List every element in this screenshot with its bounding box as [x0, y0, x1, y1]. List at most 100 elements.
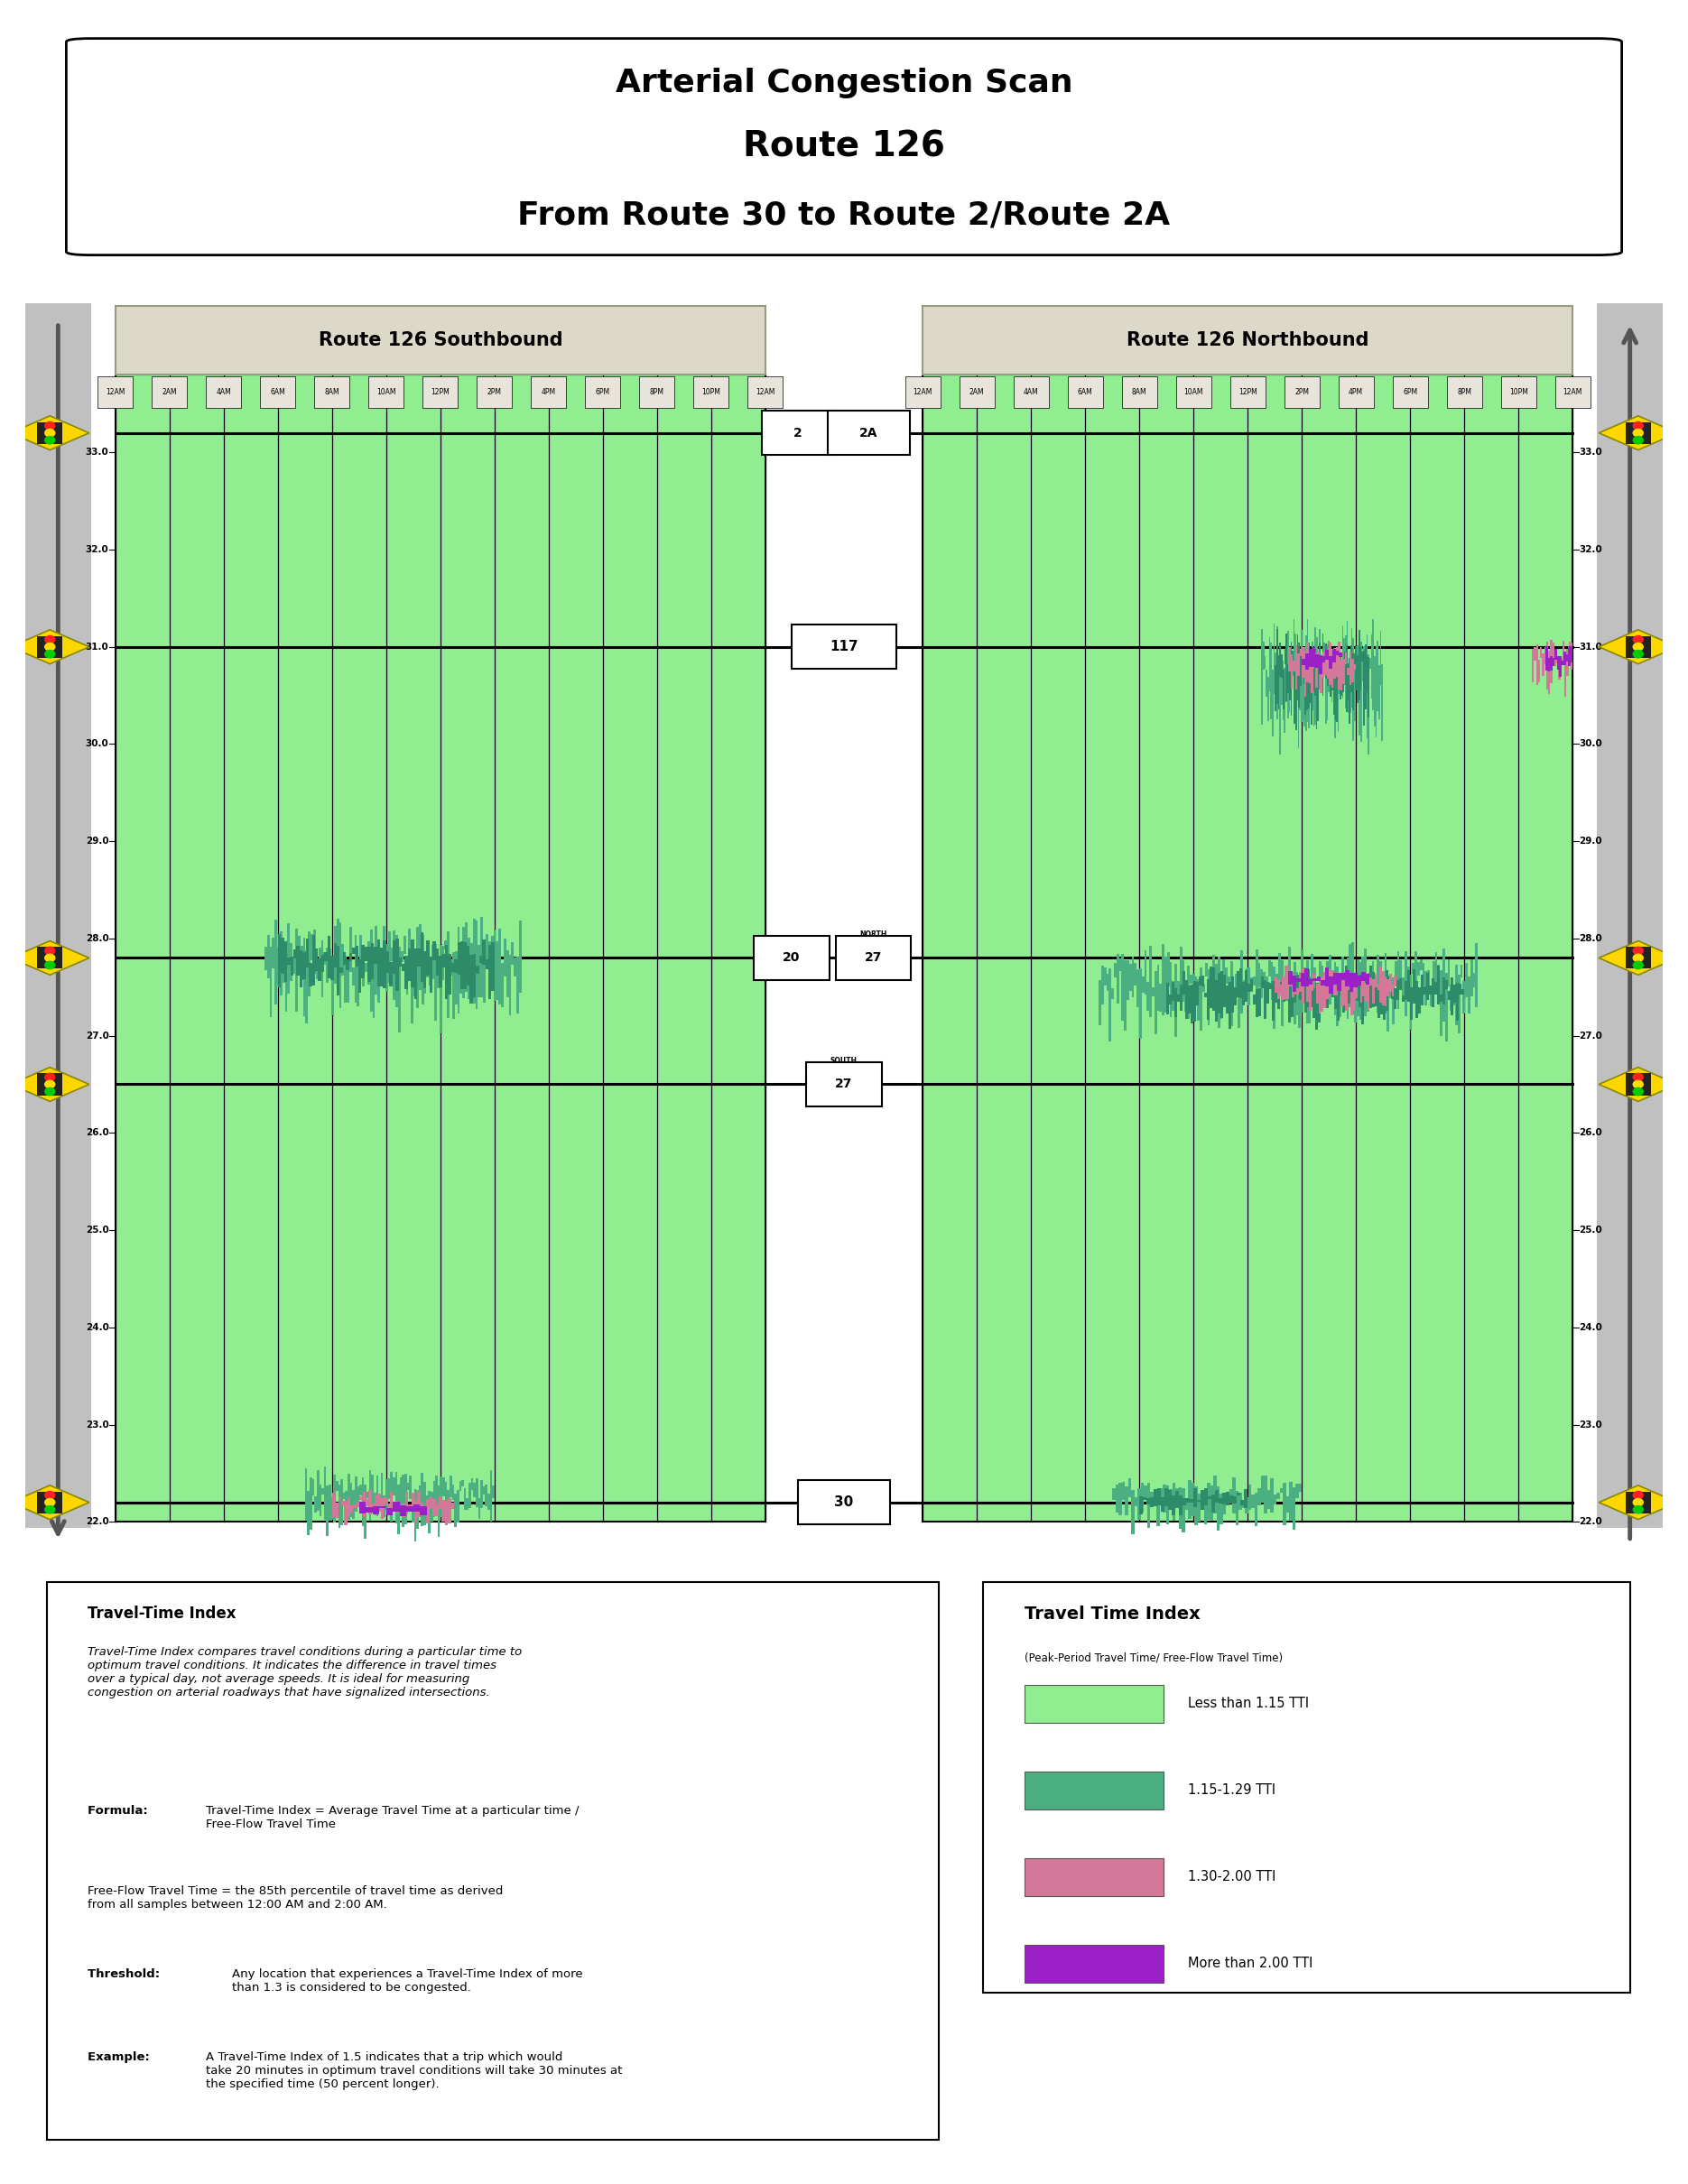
Bar	[408, 1476, 412, 1500]
Bar	[1170, 961, 1171, 1018]
Bar	[368, 1489, 371, 1516]
Bar	[206, 376, 241, 408]
Bar	[346, 1492, 348, 1518]
Bar	[1337, 978, 1340, 1020]
Bar	[1379, 961, 1382, 996]
Bar	[1553, 657, 1555, 666]
Bar	[1539, 646, 1543, 657]
Bar	[1239, 1492, 1242, 1509]
Bar	[486, 935, 488, 968]
Bar	[334, 943, 336, 968]
Bar	[370, 930, 373, 1011]
Bar	[1280, 1487, 1283, 1494]
Bar	[1266, 983, 1269, 1005]
Bar	[378, 1494, 381, 1511]
Bar	[1426, 974, 1430, 1000]
Bar	[1355, 978, 1357, 998]
Bar	[1177, 981, 1180, 1000]
Bar	[390, 1492, 393, 1514]
Bar	[329, 948, 331, 968]
Bar	[292, 959, 295, 974]
Bar	[459, 1481, 461, 1492]
Bar	[1195, 1487, 1197, 1524]
Bar	[1119, 1483, 1121, 1516]
Bar	[1177, 994, 1180, 1002]
Bar	[354, 946, 358, 968]
Text: 1.15-1.29 TTI: 1.15-1.29 TTI	[1188, 1784, 1276, 1797]
Bar	[1347, 976, 1350, 989]
Bar	[1247, 968, 1251, 1005]
Bar	[1225, 1494, 1229, 1503]
Bar	[1124, 1485, 1128, 1516]
Text: 22.0: 22.0	[86, 1518, 108, 1527]
Bar	[380, 948, 383, 987]
Bar	[1188, 1481, 1192, 1518]
Text: 2AM: 2AM	[969, 389, 984, 395]
Bar	[1286, 965, 1290, 998]
Bar	[1330, 970, 1334, 985]
Text: 28.0: 28.0	[1580, 935, 1602, 943]
Bar	[1141, 1483, 1144, 1514]
Bar	[368, 946, 371, 983]
Text: 20: 20	[783, 952, 800, 965]
Bar	[360, 1485, 361, 1496]
Text: Route 126: Route 126	[743, 129, 945, 164]
Bar	[1347, 668, 1349, 675]
Text: 22.0: 22.0	[1580, 1518, 1602, 1527]
Bar	[432, 941, 436, 961]
Bar	[1453, 987, 1455, 1005]
Bar	[1261, 976, 1264, 987]
Bar	[463, 926, 464, 998]
Bar	[1354, 974, 1357, 987]
Bar	[1166, 983, 1170, 1013]
Bar	[1399, 961, 1403, 987]
Bar	[1340, 972, 1342, 996]
Bar	[1325, 968, 1328, 987]
Bar	[1374, 976, 1377, 985]
Bar	[457, 1489, 459, 1522]
Bar	[1430, 985, 1431, 994]
Bar	[422, 935, 424, 1005]
Bar	[368, 376, 403, 408]
Bar	[1171, 1496, 1175, 1516]
Bar	[393, 1476, 395, 1496]
Bar	[461, 941, 464, 989]
Bar	[1433, 961, 1435, 994]
Bar	[1273, 981, 1274, 1020]
Bar	[1101, 965, 1104, 1005]
Bar	[25, 304, 91, 1529]
Bar	[376, 939, 380, 987]
Bar	[387, 1507, 393, 1516]
Bar	[381, 1472, 383, 1507]
Bar	[287, 924, 290, 994]
Bar	[360, 1496, 363, 1500]
Bar	[1229, 983, 1231, 1029]
Bar	[1320, 987, 1323, 998]
Bar	[1231, 961, 1232, 1026]
Bar	[1453, 985, 1457, 1002]
Bar	[1374, 974, 1377, 987]
Bar	[1274, 981, 1278, 1002]
Bar	[1435, 952, 1438, 992]
Bar	[366, 1492, 370, 1498]
Bar	[436, 948, 439, 976]
Bar	[1269, 983, 1273, 989]
Text: 32.0: 32.0	[86, 546, 108, 555]
Bar	[299, 950, 302, 987]
Bar	[300, 946, 302, 981]
Bar	[388, 930, 390, 983]
Bar	[1301, 968, 1303, 1005]
Bar	[481, 1481, 483, 1507]
Circle shape	[1632, 428, 1644, 437]
Bar	[408, 948, 410, 981]
Bar	[1261, 970, 1263, 998]
Bar	[395, 939, 398, 992]
Bar	[1345, 978, 1347, 1011]
Bar	[1475, 943, 1477, 1007]
Bar	[1377, 954, 1379, 1011]
Bar	[341, 1479, 343, 1524]
Bar	[1252, 994, 1256, 1005]
Bar	[1215, 981, 1217, 1022]
Bar	[466, 946, 469, 985]
FancyBboxPatch shape	[792, 625, 896, 668]
